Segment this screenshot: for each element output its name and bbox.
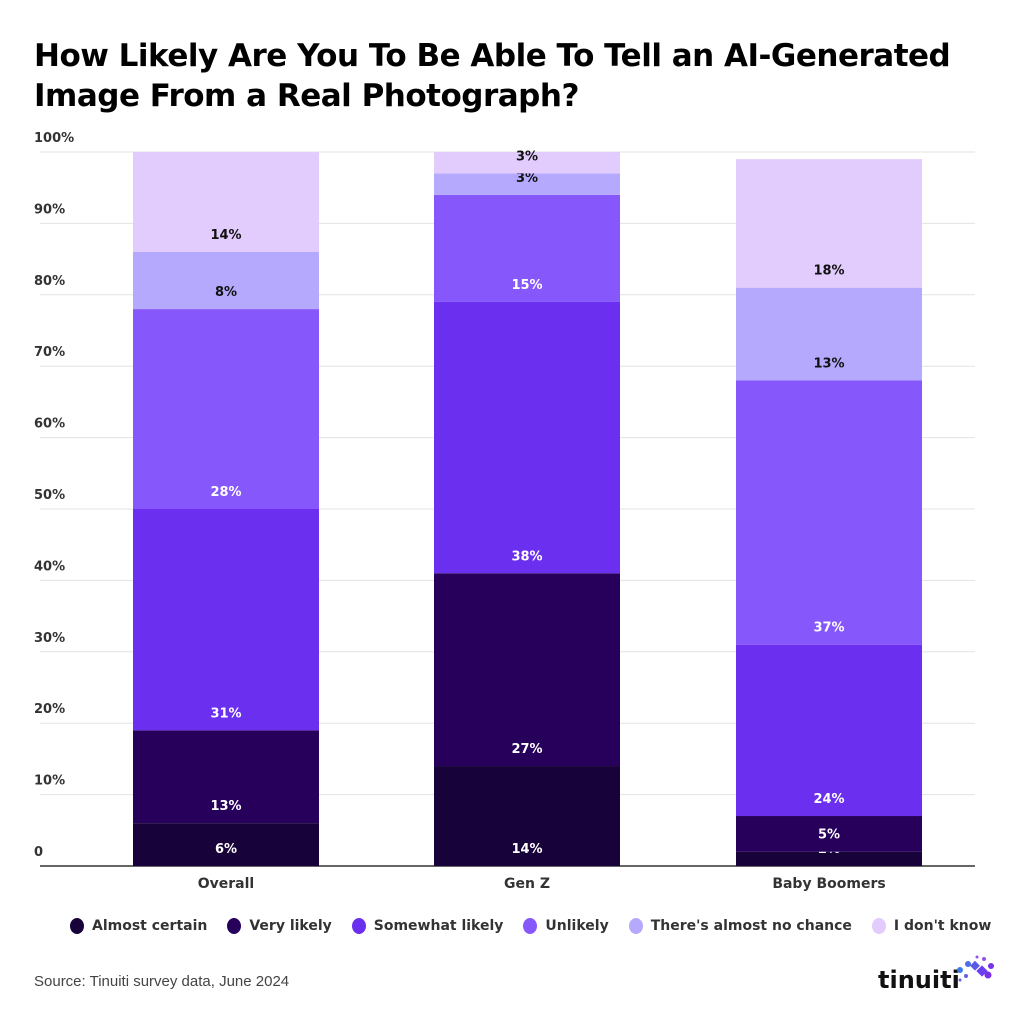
data-label: 6% [215,842,237,857]
legend: Almost certain Very likely Somewhat likely… [70,918,991,934]
data-label: 13% [210,799,241,814]
data-label: 13% [813,356,844,371]
data-label: 3% [516,149,538,164]
data-label: 31% [210,706,241,721]
data-label: 3% [516,171,538,186]
data-label: 27% [511,742,542,757]
data-label: 5% [818,828,840,843]
legend-label: Very likely [249,918,332,934]
legend-item: Unlikely [523,918,609,934]
y-tick-label: 70% [34,345,65,360]
legend-swatch [628,918,643,934]
legend-label: I don't know [893,918,992,934]
y-tick-label: 60% [34,417,65,432]
x-tick-label: Overall [198,876,254,892]
data-label: 14% [511,842,542,857]
y-tick-label: 20% [34,702,65,717]
svg-text:tinuiti: tinuiti [878,966,960,994]
x-tick-label: Gen Z [504,876,550,892]
x-tick-label: Baby Boomers [772,876,885,892]
tinuiti-logo: tinuiti [878,955,994,994]
stacked-bar-chart: 0 10% 20% 30% 40% 50% 60% 70% 80% 90% 100% 6% 13% 31%… [34,131,975,892]
legend-swatch [871,918,886,934]
y-tick-label: 90% [34,202,65,217]
bar-segment [434,301,620,574]
bar-segment [133,730,319,824]
legend-item: There's almost no chance [628,918,852,934]
bar-segment [133,251,319,310]
legend-item: Very likely [227,918,332,934]
bar-segment [434,573,620,767]
data-label: 18% [813,264,844,279]
bar-segment [133,152,319,252]
legend-swatch [523,918,538,934]
legend-item: I don't know [871,918,992,934]
bar-segment [434,766,620,866]
y-tick-label: 30% [34,631,65,646]
chart-title: How Likely Are You To Be Able To Tell an… [34,38,951,114]
legend-swatch [227,918,242,934]
y-tick-label: 100% [34,131,74,146]
legend-label: Almost certain [92,918,208,934]
bar-segment [736,816,922,852]
legend-item: Almost certain [70,918,207,934]
source-note: Source: Tinuiti survey data, June 2024 [34,973,290,990]
bar-segment [736,159,922,288]
y-tick-label: 50% [34,488,65,503]
legend-label: Somewhat likely [373,918,504,934]
legend-swatch [70,918,84,934]
bar-segment [434,194,620,302]
bar-segment [736,644,922,817]
bar-segment [434,173,620,195]
data-label: 8% [215,285,237,300]
bar-segment [133,309,319,509]
data-label: 24% [813,792,844,807]
data-label: 15% [511,278,542,293]
bar-segment [434,152,620,174]
bar-segment [133,823,319,866]
y-tick-label: 40% [34,559,65,574]
data-label: 38% [511,549,542,564]
legend-item: Somewhat likely [351,918,504,934]
legend-swatch [351,918,366,934]
bar-segment [736,380,922,645]
y-tick-label: 80% [34,274,65,289]
bar-segment [133,509,319,731]
legend-label: There's almost no chance [650,918,852,934]
y-tick-label: 0 [34,845,43,860]
data-label: 37% [813,621,844,636]
bar-segment [736,851,922,866]
bar-segment [736,287,922,381]
legend-label: Unlikely [545,918,609,934]
data-label: 28% [210,485,241,500]
data-label: 14% [210,228,241,243]
y-tick-label: 10% [34,774,65,789]
